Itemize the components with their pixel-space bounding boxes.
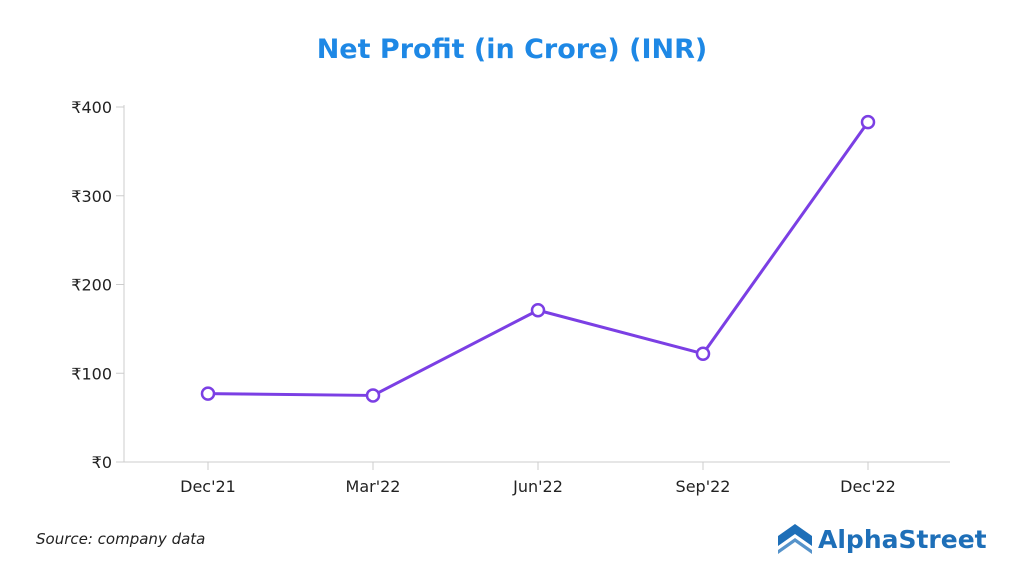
brand-name: AlphaStreet (818, 524, 987, 554)
x-tick-label: Dec'21 (180, 477, 236, 496)
data-point (200, 386, 216, 401)
y-tick-label: ₹300 (71, 187, 112, 206)
data-point (365, 388, 381, 403)
y-tick-label: ₹200 (71, 276, 112, 295)
x-tick-label: Sep'22 (676, 477, 731, 496)
y-tick-label: ₹100 (71, 364, 112, 383)
tick-labels: ₹0 ₹100 ₹200 ₹300 ₹400 Dec'21 Mar'22 Jun'22 Sep'… (71, 98, 896, 496)
chart-title: Net Profit (in Crore) (INR) (316, 34, 708, 65)
line-chart: ₹0 ₹100 ₹200 ₹300 ₹400 Dec'21 Mar'22 Jun'22 Sep'… (71, 98, 950, 496)
chart-series (200, 114, 876, 403)
data-point (530, 302, 546, 318)
source-note: Source: company data (36, 530, 206, 548)
brand-logo: AlphaStreet (778, 524, 987, 554)
chart-axes (116, 105, 950, 470)
x-tick-label: Dec'22 (840, 477, 896, 496)
y-tick-label: ₹400 (71, 98, 112, 117)
alphastreet-logo-icon (778, 524, 812, 554)
data-point (860, 114, 876, 130)
series-line (207, 121, 870, 397)
data-point (695, 346, 711, 361)
y-tick-label: ₹0 (92, 453, 112, 472)
x-tick-label: Jun'22 (512, 477, 563, 496)
x-tick-label: Mar'22 (346, 477, 401, 496)
